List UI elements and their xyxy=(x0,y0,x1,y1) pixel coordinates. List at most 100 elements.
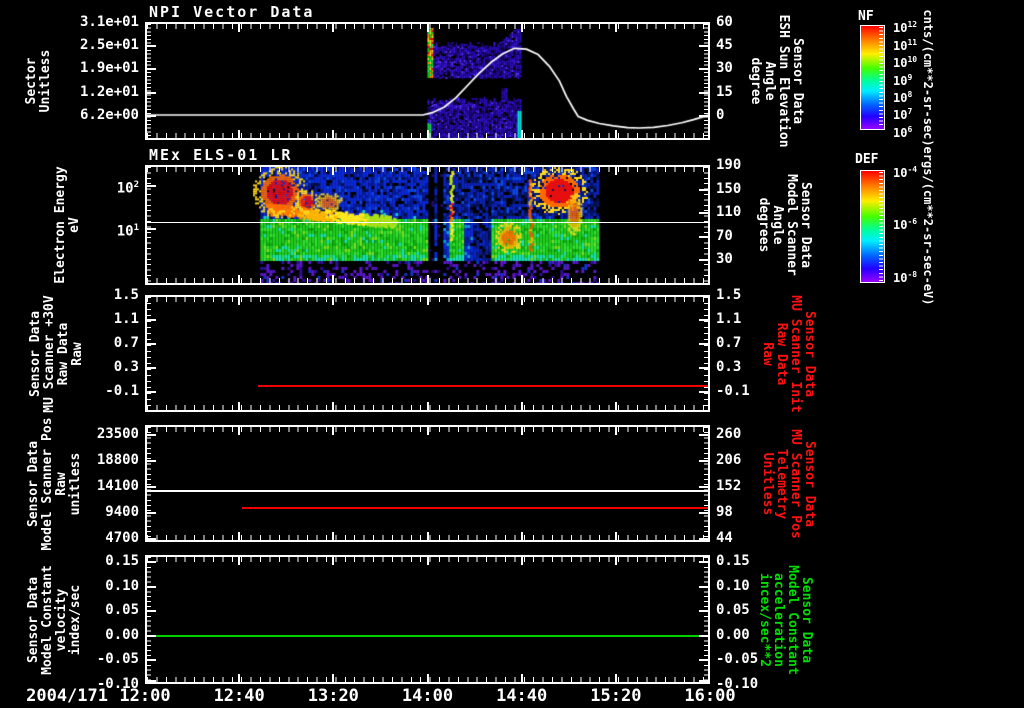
panel-mu-scanner-raw-right-tick: 1.1 xyxy=(716,310,742,327)
xtick-major xyxy=(238,24,241,32)
xtick-major xyxy=(708,24,710,32)
panel-model-scanner-pos-left-tick: 4700 xyxy=(105,530,139,547)
panel-model-constant-line-0 xyxy=(145,634,710,637)
x-axis-date-label: 2004/171 xyxy=(26,686,108,706)
ytick-major xyxy=(699,366,708,369)
ytick-major xyxy=(147,610,156,613)
xtick-major xyxy=(426,674,429,682)
xtick-major xyxy=(145,674,147,682)
colorbar-nf-units: cnts/(cm**2-sr-sec) xyxy=(921,9,935,147)
panel-model-scanner-pos-right-tick: 98 xyxy=(716,504,733,521)
ytick-major xyxy=(699,342,708,345)
colorbar-nf-tick-label: 1012 xyxy=(893,20,918,35)
xtick-major xyxy=(332,275,335,283)
panel-npi-vector-right-tick: 15 xyxy=(716,83,733,100)
panel-mu-scanner-raw-right-tick: -0.1 xyxy=(716,382,750,399)
panel-model-constant-left-tick: 0.05 xyxy=(105,602,139,619)
panel-mu-scanner-raw-left-tick: 1.5 xyxy=(113,287,139,303)
xtick-major xyxy=(426,297,429,305)
xtick-major xyxy=(238,427,241,435)
panel-mu-scanner-raw-left-label: Sensor Data MU Scanner +30V Raw Data Raw xyxy=(28,294,85,413)
xtick-major xyxy=(520,275,523,283)
colorbar-nf-tick-label: 107 xyxy=(893,107,913,123)
ytick-major xyxy=(147,45,156,48)
ytick-major xyxy=(147,538,156,540)
panel-npi-vector-right-tick: 60 xyxy=(716,14,733,30)
npi-spectrogram-canvas xyxy=(145,22,710,140)
panel-mu-scanner-raw-left-tick: -0.1 xyxy=(105,382,139,399)
panel-npi-vector-right-tick: 0 xyxy=(716,106,725,123)
ytick-major xyxy=(699,295,708,297)
panel-els-line-0 xyxy=(145,222,710,223)
panel-model-scanner-pos-line-1 xyxy=(242,507,710,510)
xtick-major xyxy=(145,297,147,305)
xtick-major xyxy=(238,167,241,175)
panel-mu-scanner-raw-right-tick: 0.7 xyxy=(716,334,742,351)
panel-npi-vector-left-tick: 6.2e+00 xyxy=(79,106,139,123)
xtick-major xyxy=(614,297,617,305)
panel-els-right-tick: 30 xyxy=(716,250,733,267)
xtick-major xyxy=(426,532,429,540)
xtick-major xyxy=(238,275,241,283)
ytick-major xyxy=(699,22,708,24)
ytick-major xyxy=(147,185,156,188)
panel-model-scanner-pos-right-tick: 260 xyxy=(716,426,742,442)
xtick-major xyxy=(426,557,429,565)
panel-model-scanner-pos-right-label: Sensor Data MU Scanner Pos Telemetry Unitle… xyxy=(760,428,817,539)
xtick-major xyxy=(145,275,147,283)
panel-npi-vector-left-tick: 1.2e+01 xyxy=(79,83,139,100)
xtick-major xyxy=(332,427,335,435)
xtick-major xyxy=(426,24,429,32)
colorbar-def-ticks xyxy=(879,172,883,281)
ytick-major xyxy=(147,366,156,369)
panel-model-scanner-pos-left-tick: 23500 xyxy=(96,426,139,442)
panel-npi-vector-right-label: Sensor Data ESH Sun Elevation Angle degree xyxy=(748,14,805,148)
xtick-major xyxy=(614,24,617,32)
panel-npi-vector-left-tick: 1.9e+01 xyxy=(79,60,139,77)
xtick-major xyxy=(145,402,147,410)
panel-els-left-tick: 102 xyxy=(116,180,139,197)
xtick-major xyxy=(520,557,523,565)
xtick-major xyxy=(614,402,617,410)
ytick-major xyxy=(699,585,708,588)
panel-model-constant-right-label: Sensor Data Model Constant acceleration inc… xyxy=(757,564,814,675)
xtick-major xyxy=(708,532,710,540)
ytick-major xyxy=(147,295,156,297)
colorbar-nf-tick-label: 1011 xyxy=(893,37,918,53)
xtick-major xyxy=(520,24,523,32)
panel-els-left-label: Electron Energy eV xyxy=(53,166,82,284)
panel-mu-scanner-raw-frame xyxy=(145,295,710,412)
ytick-major xyxy=(699,634,708,637)
xtick-major xyxy=(238,130,241,138)
xtick-major xyxy=(238,557,241,565)
ytick-major xyxy=(699,188,708,191)
panel-mu-scanner-raw-line-0 xyxy=(258,384,710,387)
ytick-major xyxy=(699,512,708,515)
panel-model-constant-right-tick: 0.05 xyxy=(716,602,750,619)
xtick-major xyxy=(238,532,241,540)
els-spectrogram-canvas xyxy=(145,165,710,285)
ytick-major xyxy=(147,561,156,564)
panel-mu-scanner-raw-right-tick: 1.5 xyxy=(716,287,742,303)
ytick-major xyxy=(147,342,156,345)
yticks-right xyxy=(704,557,708,682)
xtick-major xyxy=(708,402,710,410)
ytick-major xyxy=(147,512,156,515)
ytick-major xyxy=(699,212,708,215)
panel-npi-vector-left-tick: 2.5e+01 xyxy=(79,37,139,54)
x-axis-tick-label: 15:20 xyxy=(590,686,642,706)
xtick-major xyxy=(614,532,617,540)
panel-model-scanner-pos-left-tick: 9400 xyxy=(105,504,139,521)
panel-model-scanner-pos-right-tick: 44 xyxy=(716,530,733,547)
panel-model-constant-right-tick: 0.15 xyxy=(716,553,750,570)
x-axis-tick-label: 14:00 xyxy=(401,686,454,706)
panel-mu-scanner-raw-right-tick: 0.3 xyxy=(716,358,742,375)
ytick-major xyxy=(699,659,708,662)
panel-model-scanner-pos-left-tick: 18800 xyxy=(96,451,139,468)
ytick-major xyxy=(699,91,708,94)
xtick-major xyxy=(426,275,429,283)
xtick-major xyxy=(426,402,429,410)
ytick-major xyxy=(699,459,708,462)
xtick-major xyxy=(520,427,523,435)
